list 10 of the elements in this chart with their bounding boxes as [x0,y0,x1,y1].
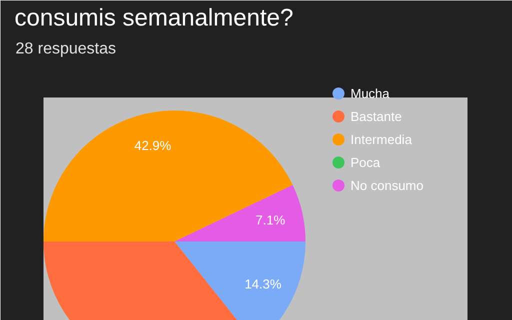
chart-title: consumis semanalmente? [14,4,294,32]
legend-label: Intermedia [350,132,413,147]
data-label: 14.3% [244,276,282,292]
data-label: 42.9% [134,138,172,154]
legend-label: No consumo [350,178,424,193]
legend-label: Poca [350,155,381,170]
legend-label: Mucha [350,86,390,101]
chart-subtitle: 28 respuestas [16,40,116,58]
data-label: 7.1% [256,212,286,228]
legend-label: Bastante [350,109,402,124]
